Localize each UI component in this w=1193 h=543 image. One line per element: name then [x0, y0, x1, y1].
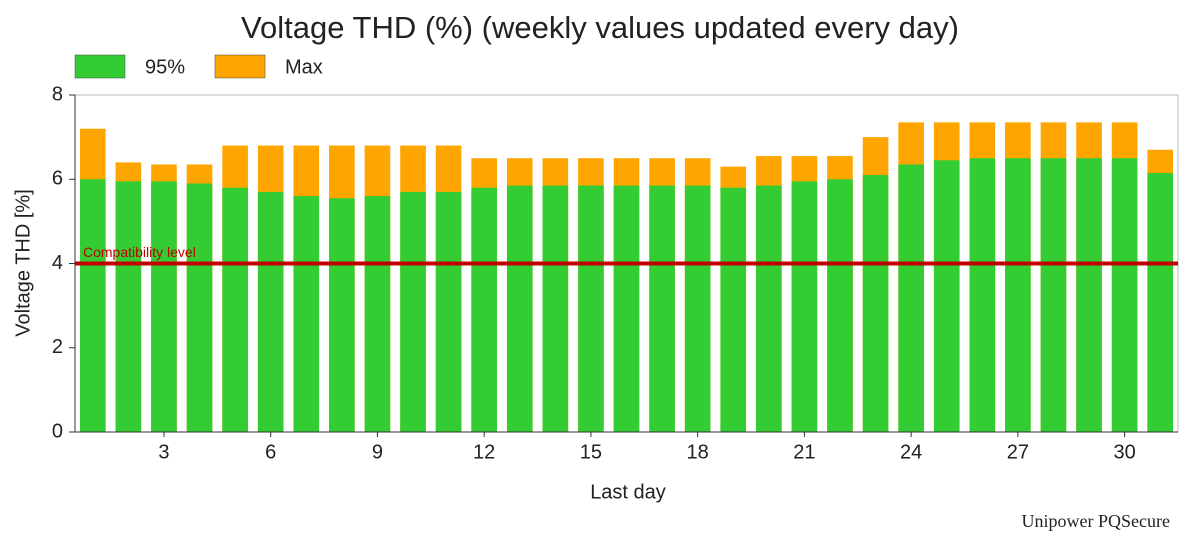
bar: [720, 187, 747, 432]
bar: [1005, 158, 1031, 432]
bar: [898, 164, 924, 432]
bar: [933, 160, 960, 432]
bar: [115, 181, 142, 432]
bar: [1111, 158, 1138, 432]
bar: [649, 185, 675, 432]
bar: [969, 158, 996, 432]
x-tick-label: 21: [793, 441, 815, 463]
bar: [151, 181, 177, 432]
bar: [1040, 158, 1067, 432]
bar: [293, 196, 320, 432]
bar: [578, 185, 604, 432]
y-axis-label: Voltage THD [%]: [12, 189, 34, 336]
bar: [222, 187, 248, 432]
bar: [791, 181, 818, 432]
x-tick-label: 3: [158, 441, 169, 463]
bar: [400, 191, 426, 432]
x-tick-label: 12: [473, 441, 495, 463]
bar: [471, 187, 497, 432]
bar: [613, 185, 640, 432]
bar: [862, 175, 889, 432]
chart-title: Voltage THD (%) (weekly values updated e…: [241, 10, 959, 45]
x-tick-label: 18: [687, 441, 709, 463]
legend-swatch: [214, 54, 266, 79]
y-tick-label: 6: [52, 168, 63, 190]
y-tick-label: 4: [52, 252, 63, 274]
bar: [1076, 158, 1102, 432]
x-tick-label: 9: [372, 441, 383, 463]
reference-label: Compatibility level: [83, 244, 196, 260]
bar: [1147, 172, 1174, 432]
bar: [827, 179, 853, 432]
footer: Unipower PQSecure: [1022, 511, 1170, 531]
bar: [506, 185, 533, 432]
bar: [329, 198, 355, 432]
x-axis-label: Last day: [590, 481, 666, 503]
x-tick-label: 15: [580, 441, 602, 463]
bar: [79, 179, 106, 432]
y-tick-label: 2: [52, 336, 63, 358]
bar: [257, 191, 284, 432]
bar: [684, 185, 711, 432]
bar: [435, 191, 462, 432]
bar: [542, 185, 569, 432]
legend-swatch: [74, 54, 126, 79]
bar: [756, 185, 782, 432]
legend-label: 95%: [145, 56, 185, 78]
x-tick-label: 6: [265, 441, 276, 463]
bar: [186, 183, 213, 432]
x-tick-label: 27: [1007, 441, 1029, 463]
bar: [364, 196, 391, 432]
x-tick-label: 24: [900, 441, 922, 463]
legend-label: Max: [285, 56, 323, 78]
y-tick-label: 8: [52, 83, 63, 105]
x-tick-label: 30: [1114, 441, 1136, 463]
y-tick-label: 0: [52, 420, 63, 442]
